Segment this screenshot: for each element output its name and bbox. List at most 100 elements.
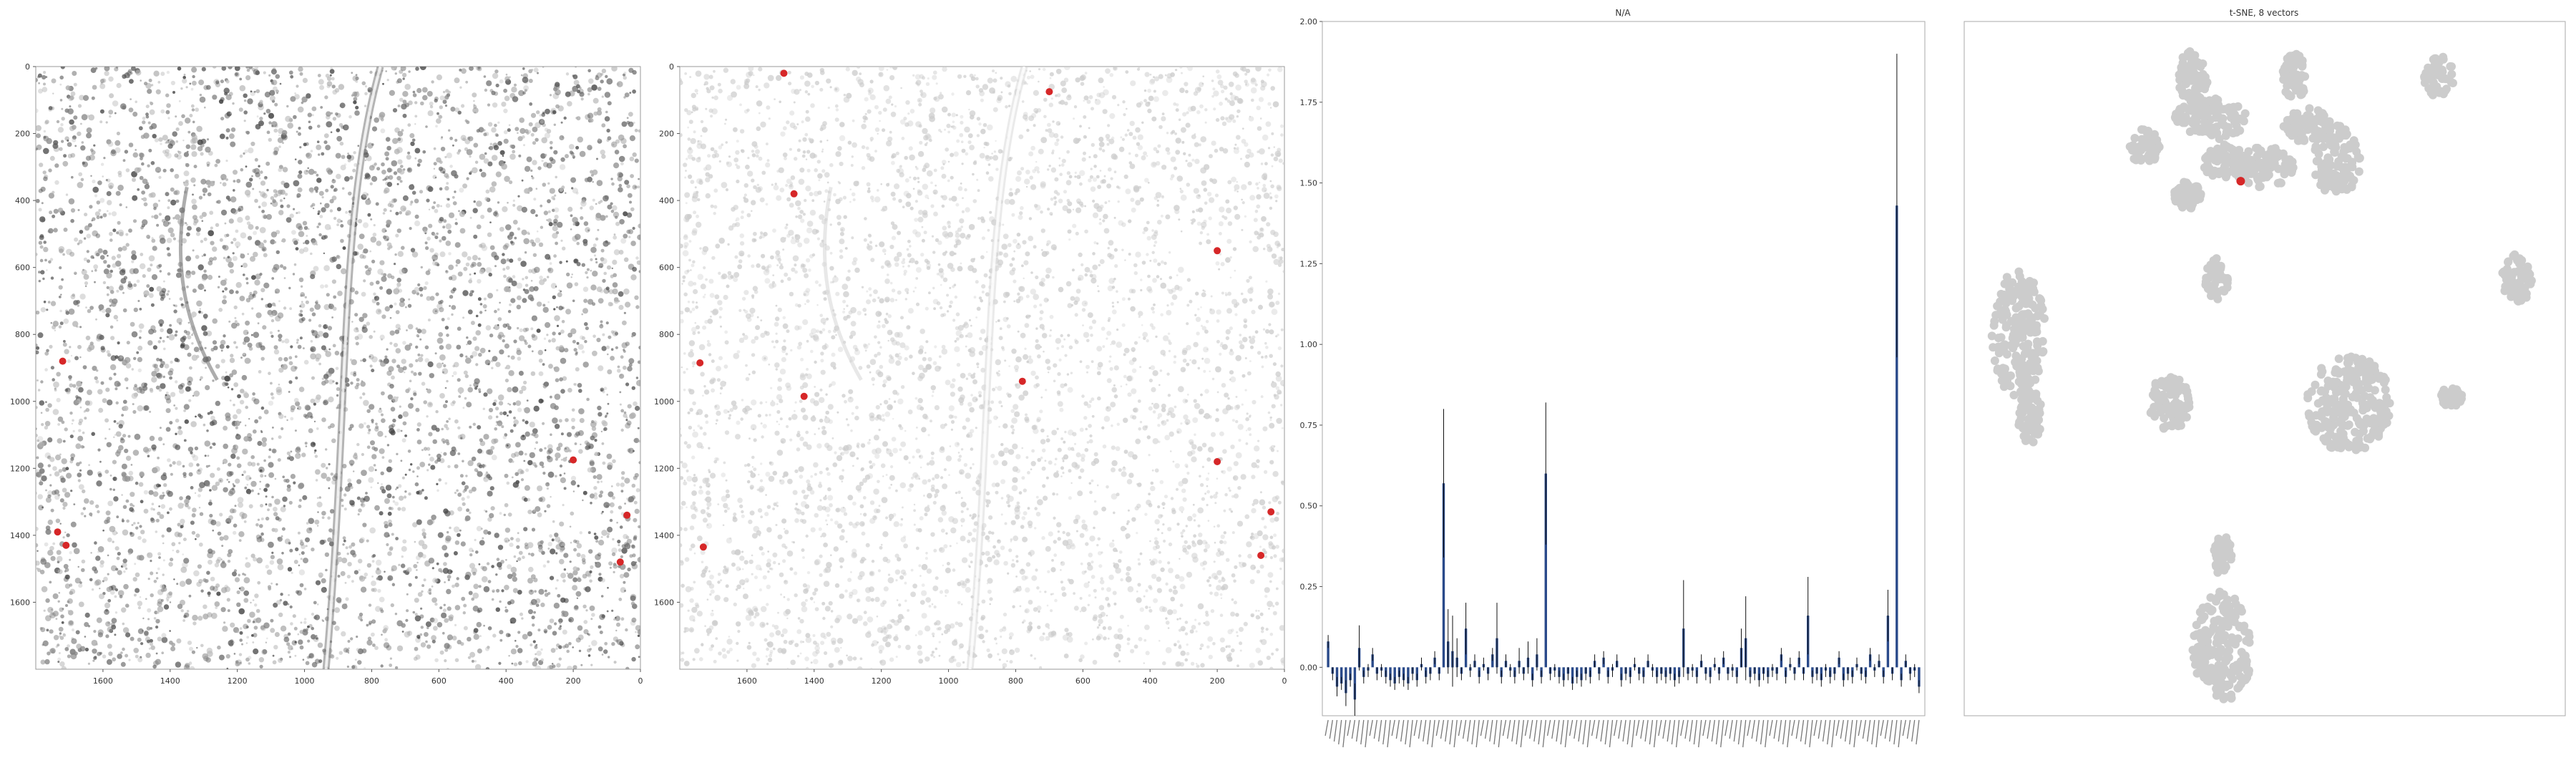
tsne-point <box>2257 162 2266 172</box>
x-category-label <box>1742 719 1747 748</box>
tsne-point <box>2203 637 2212 646</box>
tsne-point <box>2031 389 2041 399</box>
tsne-point <box>2182 386 2192 396</box>
tsne-point <box>2323 418 2332 427</box>
x-category-label <box>1711 719 1715 742</box>
tsne-point <box>2222 151 2231 160</box>
y-tick-label: 1200 <box>654 464 674 473</box>
tsne-point <box>2426 88 2436 97</box>
cell-map-panel: 1600 1400 1200 1000 800 600 400 200 0 0 200 400 600 8… <box>654 62 1287 686</box>
tsne-point <box>2015 367 2024 376</box>
x-category-label <box>1644 719 1649 742</box>
y-tick-label: 0 <box>25 62 30 72</box>
tsne-point <box>2341 154 2350 163</box>
x-tick-label: 1400 <box>160 676 180 686</box>
tsne-point <box>2159 423 2168 432</box>
x-category-label <box>1631 719 1636 748</box>
tsne-point <box>2204 651 2213 661</box>
x-tick-label: 1600 <box>93 676 113 686</box>
tsne-point <box>2011 326 2020 334</box>
tsne-point <box>2200 97 2209 106</box>
cluster <box>2125 125 2164 165</box>
tsne-point <box>2323 432 2333 441</box>
y-tick-label: 200 <box>659 130 674 139</box>
tsne-point <box>2310 426 2319 434</box>
tsne-point <box>2175 193 2184 202</box>
x-category-label <box>1604 719 1609 745</box>
x-category-label <box>1720 719 1724 748</box>
tsne-point <box>2280 160 2290 169</box>
x-category-label <box>1653 719 1658 748</box>
tsne-point <box>2210 291 2220 300</box>
tsne-point <box>2331 171 2341 180</box>
plot-frame <box>1963 21 2566 716</box>
tsne-point <box>2019 394 2029 404</box>
tsne-point <box>2222 170 2231 179</box>
tsne-point <box>2311 142 2321 151</box>
highlight-point <box>1045 88 1053 96</box>
tsne-title: t-SNE, 8 vectors <box>2230 8 2299 18</box>
cluster <box>2311 121 2364 196</box>
tsne-point <box>2215 275 2224 283</box>
y-tick-label: 1200 <box>10 464 30 473</box>
tsne-point <box>2225 540 2235 550</box>
tsne-point <box>2160 414 2169 423</box>
tsne-point <box>2288 71 2297 80</box>
x-category-label <box>1662 719 1667 739</box>
tsne-point <box>2317 132 2326 142</box>
tsne-point <box>2030 429 2039 438</box>
tsne-point <box>2026 379 2035 388</box>
tsne-point <box>2298 62 2307 71</box>
x-category-label <box>1338 719 1342 745</box>
x-category-label <box>1347 719 1351 736</box>
tsne-point <box>2339 433 2348 442</box>
tsne-point <box>2225 646 2234 655</box>
tsne-point <box>2323 153 2333 162</box>
tsne-point <box>2362 374 2371 383</box>
y-tick-label: 2.00 <box>1300 17 1318 26</box>
tsne-point <box>2004 371 2014 381</box>
tsne-point <box>2192 125 2202 134</box>
x-category-label <box>1511 719 1516 742</box>
tsne-point <box>2225 681 2234 690</box>
highlight-point <box>1214 458 1221 465</box>
x-tick-label: 400 <box>1143 676 1158 686</box>
tsne-point <box>2184 185 2193 194</box>
tsne-point <box>2172 388 2182 397</box>
x-category-label <box>1751 719 1755 739</box>
y-tick-label: 200 <box>15 130 30 139</box>
tsne-point <box>2200 127 2210 136</box>
highlight-point <box>616 558 624 566</box>
tsne-point <box>2034 405 2044 414</box>
tsne-point <box>2382 393 2391 402</box>
tsne-point <box>2336 443 2346 452</box>
tsne-point <box>1999 365 2008 374</box>
tsne-point <box>2235 672 2245 681</box>
x-category-label <box>1586 719 1591 748</box>
x-category-label <box>1516 719 1520 745</box>
y-tick-label: 1400 <box>10 531 30 540</box>
tsne-point <box>2332 377 2341 386</box>
y-tick-label: 1000 <box>10 397 30 407</box>
x-category-label <box>1574 719 1578 739</box>
image-content <box>680 67 1284 669</box>
tsne-point <box>2036 294 2045 303</box>
tsne-point <box>2192 182 2201 191</box>
x-tick-label: 400 <box>499 676 514 686</box>
tsne-point <box>2207 124 2216 132</box>
x-category-label <box>1440 719 1445 739</box>
x-category-label <box>1707 719 1711 739</box>
tsne-point <box>2446 62 2455 71</box>
tsne-point <box>2235 156 2244 165</box>
cell-map-plot: 1600 1400 1200 1000 800 600 400 200 0 0 200 400 600 8… <box>654 62 1287 686</box>
x-category-label <box>1333 719 1338 742</box>
x-category-label <box>1853 719 1858 748</box>
x-category-label <box>1342 719 1347 748</box>
x-category-label <box>1409 719 1413 748</box>
tsne-point <box>2222 656 2231 666</box>
x-category-label <box>1507 719 1511 739</box>
x-category-label <box>1800 719 1805 742</box>
x-category-label <box>1369 719 1373 736</box>
x-category-label <box>1680 719 1684 736</box>
tsne-point <box>2203 284 2212 293</box>
